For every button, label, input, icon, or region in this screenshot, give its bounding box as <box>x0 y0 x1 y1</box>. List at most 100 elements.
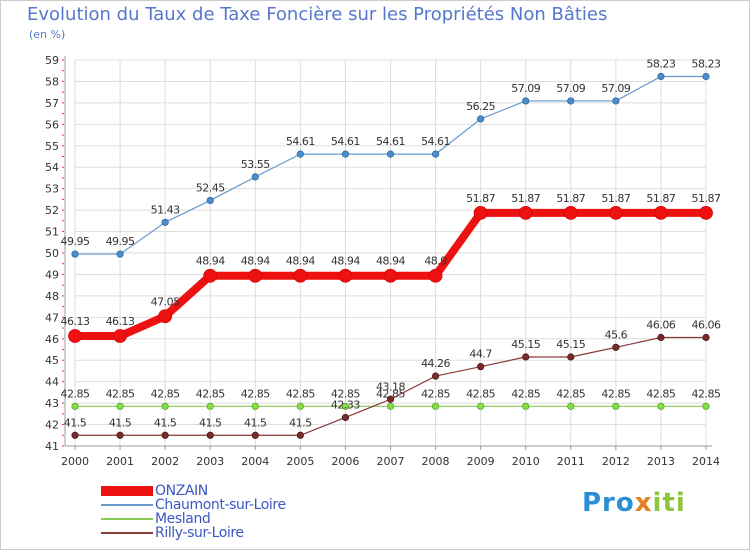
data-point-onzain <box>158 309 173 324</box>
data-label-chaumont-sur-loire: 54.61 <box>421 135 450 148</box>
data-point-chaumont-sur-loire <box>251 173 259 181</box>
data-label-onzain: 51.87 <box>511 192 540 205</box>
y-tick-label: 44 <box>45 376 59 389</box>
legend-label: ONZAIN <box>155 483 208 499</box>
y-tick-label: 41 <box>45 440 59 453</box>
data-label-rilly-sur-loire: 45.6 <box>605 328 628 341</box>
data-point-chaumont-sur-loire <box>612 97 620 105</box>
data-point-rilly-sur-loire <box>116 431 124 439</box>
x-tick-label: 2010 <box>512 455 540 468</box>
y-unit-label: (en %) <box>29 28 66 41</box>
data-point-mesland <box>251 402 259 410</box>
data-label-mesland: 42.85 <box>61 387 90 400</box>
data-point-rilly-sur-loire <box>341 413 350 422</box>
legend-label: Rilly-sur-Loire <box>155 525 244 541</box>
data-label-chaumont-sur-loire: 54.61 <box>331 135 360 148</box>
y-tick-label: 53 <box>45 183 59 196</box>
data-label-mesland: 42.85 <box>241 387 270 400</box>
data-point-mesland <box>522 402 530 410</box>
x-tick-label: 2008 <box>422 455 450 468</box>
data-point-mesland <box>702 402 710 410</box>
data-point-onzain <box>699 205 713 220</box>
data-point-rilly-sur-loire <box>522 353 530 361</box>
legend-item-mesland: Mesland <box>101 511 361 527</box>
data-point-rilly-sur-loire <box>71 431 79 439</box>
data-point-onzain <box>563 205 578 220</box>
y-tick-label: 59 <box>45 54 59 67</box>
legend-item-onzain: ONZAIN <box>101 483 361 499</box>
data-label-rilly-sur-loire: 41.5 <box>154 416 177 429</box>
x-tick-label: 2014 <box>692 455 720 468</box>
data-point-chaumont-sur-loire <box>567 97 575 105</box>
y-tick-label: 42 <box>45 419 59 432</box>
data-label-onzain: 48.94 <box>196 255 225 268</box>
data-point-chaumont-sur-loire <box>702 72 710 81</box>
data-label-chaumont-sur-loire: 54.61 <box>286 135 315 148</box>
data-point-chaumont-sur-loire <box>477 115 485 123</box>
x-tick-label: 2013 <box>647 455 675 468</box>
data-point-mesland <box>116 402 124 410</box>
data-label-rilly-sur-loire: 41.5 <box>289 416 312 429</box>
data-label-chaumont-sur-loire: 54.61 <box>376 135 405 148</box>
data-label-chaumont-sur-loire: 51.43 <box>151 203 180 216</box>
data-label-rilly-sur-loire: 41.5 <box>64 416 87 429</box>
data-label-rilly-sur-loire: 45.15 <box>511 338 540 351</box>
data-point-chaumont-sur-loire <box>161 218 169 226</box>
proxiti-logo: Proxiti <box>582 488 686 518</box>
data-label-onzain: 48.94 <box>241 255 270 268</box>
data-label-mesland: 42.85 <box>692 387 721 400</box>
data-point-mesland <box>341 402 350 410</box>
data-point-mesland <box>567 402 575 410</box>
data-label-mesland: 42.85 <box>421 387 450 400</box>
data-point-chaumont-sur-loire <box>206 196 214 205</box>
data-point-mesland <box>477 402 485 410</box>
y-tick-label: 58 <box>45 75 59 88</box>
data-label-onzain: 48.94 <box>376 255 405 268</box>
x-tick-label: 2004 <box>241 455 269 468</box>
y-tick-label: 56 <box>45 118 59 131</box>
data-point-onzain <box>654 205 668 220</box>
data-point-mesland <box>206 402 214 410</box>
data-label-mesland: 42.85 <box>151 387 180 400</box>
y-tick-label: 48 <box>45 290 59 303</box>
data-label-onzain: 48.94 <box>331 255 360 268</box>
data-label-rilly-sur-loire: 46.06 <box>692 318 721 331</box>
data-label-chaumont-sur-loire: 57.09 <box>511 82 540 95</box>
data-label-rilly-sur-loire: 46.06 <box>646 318 675 331</box>
data-point-rilly-sur-loire <box>296 431 304 439</box>
data-label-rilly-sur-loire: 41.5 <box>199 416 222 429</box>
data-point-rilly-sur-loire <box>567 353 575 361</box>
data-label-rilly-sur-loire: 41.5 <box>244 416 267 429</box>
data-point-mesland <box>657 402 665 410</box>
chart-title: Evolution du Taux de Taxe Foncière sur l… <box>27 4 608 25</box>
data-label-mesland: 42.85 <box>556 387 585 400</box>
data-label-onzain: 51.87 <box>466 192 495 205</box>
data-point-onzain <box>248 268 263 283</box>
data-point-onzain <box>383 268 398 283</box>
data-label-rilly-sur-loire: 43.18 <box>376 380 405 393</box>
y-tick-label: 43 <box>45 397 59 410</box>
data-point-onzain <box>338 268 353 283</box>
data-point-mesland <box>386 402 395 410</box>
data-label-chaumont-sur-loire: 49.95 <box>61 235 90 248</box>
data-label-onzain: 51.87 <box>646 192 675 205</box>
data-label-chaumont-sur-loire: 52.45 <box>196 181 225 194</box>
data-label-rilly-sur-loire: 44.7 <box>469 348 492 361</box>
data-label-mesland: 42.85 <box>646 387 675 400</box>
y-tick-label: 55 <box>45 140 59 153</box>
x-tick-label: 2001 <box>106 455 134 468</box>
x-tick-label: 2009 <box>467 455 495 468</box>
data-label-mesland: 42.85 <box>376 387 405 400</box>
legend-label: Mesland <box>155 511 211 527</box>
data-point-mesland <box>612 402 620 410</box>
y-tick-label: 49 <box>45 268 59 281</box>
data-point-rilly-sur-loire <box>251 431 259 439</box>
data-label-rilly-sur-loire: 41.5 <box>109 416 132 429</box>
data-label-chaumont-sur-loire: 57.09 <box>601 82 630 95</box>
x-tick-label: 2000 <box>61 455 89 468</box>
data-label-mesland: 42.85 <box>601 387 630 400</box>
data-point-chaumont-sur-loire <box>71 250 79 258</box>
legend-item-rilly-sur-loire: Rilly-sur-Loire <box>101 525 361 541</box>
x-tick-label: 2005 <box>286 455 314 468</box>
data-label-mesland: 42.85 <box>196 387 225 400</box>
